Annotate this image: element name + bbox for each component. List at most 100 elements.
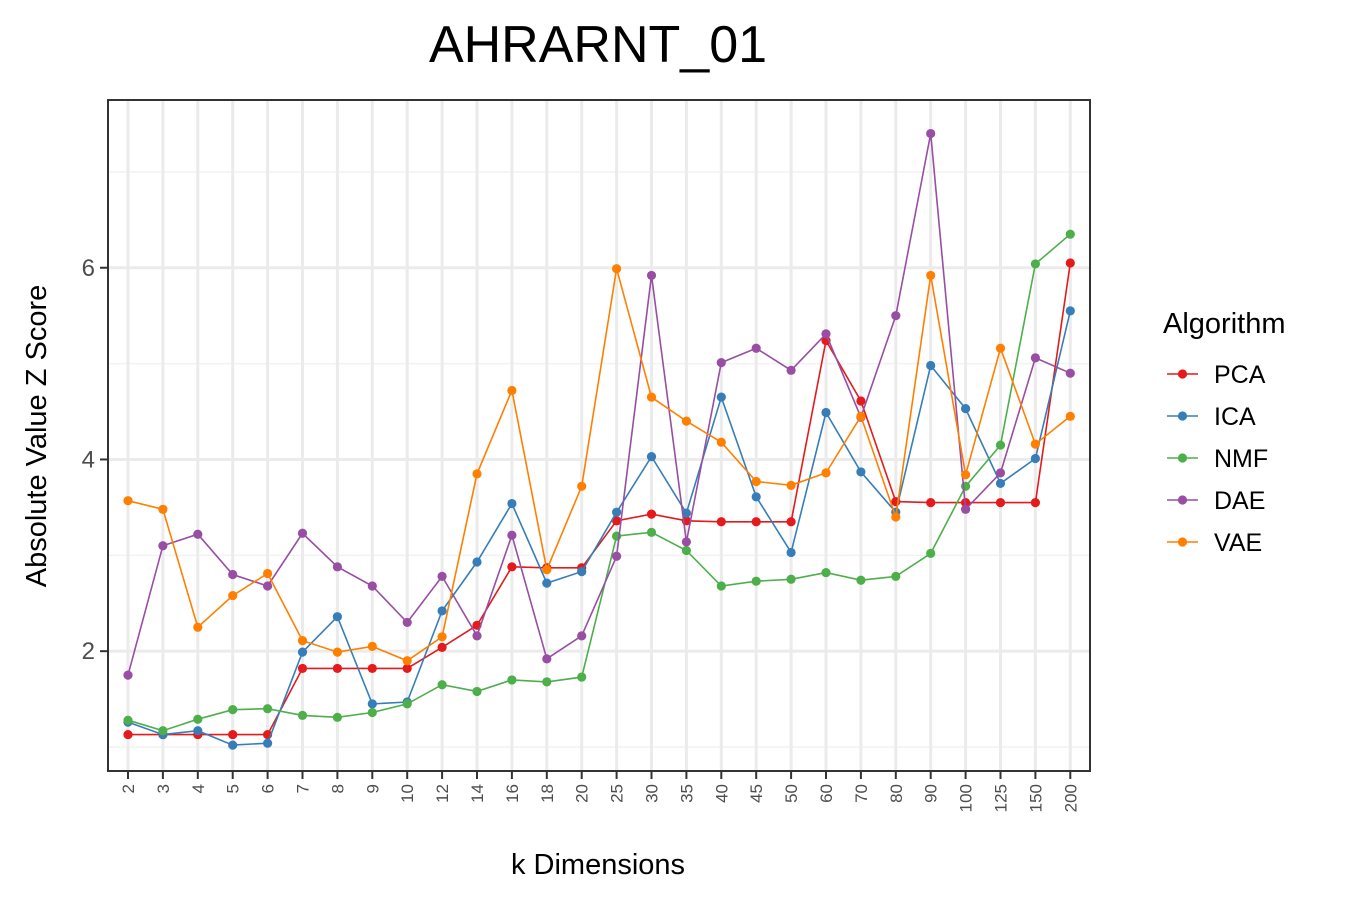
data-point-dae xyxy=(821,329,831,339)
data-point-dae xyxy=(402,617,412,628)
x-tick-label: 80 xyxy=(887,784,906,803)
legend-item-pca: PCA xyxy=(1167,361,1266,389)
x-tick-label: 9 xyxy=(363,784,382,793)
data-point-nmf xyxy=(891,571,901,582)
data-point-pca xyxy=(402,663,412,674)
x-axis: 2 3 4 5 6 7 8 9 10 12 14 16 18 20 25 30 35 40 45 50 60 70 80 90… xyxy=(119,771,1080,812)
data-point-nmf xyxy=(158,726,168,736)
data-point-dae xyxy=(891,311,901,321)
data-point-nmf xyxy=(681,545,692,556)
data-point-pca xyxy=(612,516,622,526)
legend-label: NMF xyxy=(1214,445,1268,473)
legend-label: DAE xyxy=(1214,487,1265,515)
series-dae xyxy=(123,128,1075,680)
data-point-ica xyxy=(367,699,377,709)
data-point-vae xyxy=(158,504,168,514)
data-point-pca xyxy=(716,517,726,527)
legend-item-nmf: NMF xyxy=(1167,445,1268,473)
x-tick-label: 30 xyxy=(643,784,662,803)
data-point-ica xyxy=(437,606,447,616)
data-point-nmf xyxy=(542,677,552,687)
data-point-vae xyxy=(751,476,761,487)
series-ica xyxy=(123,306,1075,750)
x-tick-label: 3 xyxy=(154,784,173,793)
data-point-dae xyxy=(1030,353,1040,363)
data-point-dae xyxy=(646,270,657,281)
series-nmf xyxy=(123,229,1075,736)
legend-item-dae: DAE xyxy=(1167,487,1265,515)
data-point-pca xyxy=(297,663,308,674)
data-point-nmf xyxy=(472,686,482,697)
data-point-ica xyxy=(1030,453,1040,464)
data-point-nmf xyxy=(577,672,587,682)
data-point-dae xyxy=(297,528,308,538)
legend-label: ICA xyxy=(1214,403,1256,431)
legend-item-vae: VAE xyxy=(1167,529,1262,557)
data-point-dae xyxy=(1065,368,1075,378)
data-point-dae xyxy=(507,530,517,540)
x-tick-label: 125 xyxy=(992,784,1011,812)
legend-key-point xyxy=(1177,495,1188,505)
data-point-ica xyxy=(542,578,552,588)
series-line-pca xyxy=(128,262,1072,736)
legend-label: PCA xyxy=(1214,361,1266,389)
data-point-vae xyxy=(1030,439,1040,449)
x-tick-label: 100 xyxy=(957,784,976,812)
x-tick-label: 40 xyxy=(712,784,731,803)
data-point-pca xyxy=(646,509,657,519)
x-tick-label: 5 xyxy=(224,784,243,793)
data-point-ica xyxy=(681,508,692,518)
data-point-nmf xyxy=(786,574,796,584)
legend-key-point xyxy=(1177,537,1188,547)
x-tick-label: 2 xyxy=(119,784,138,793)
data-point-dae xyxy=(123,670,133,680)
data-point-pca xyxy=(786,517,796,527)
x-tick-label: 90 xyxy=(922,784,941,803)
x-tick-label: 7 xyxy=(294,784,313,793)
data-point-dae xyxy=(193,529,203,539)
data-point-pca xyxy=(1030,498,1040,508)
data-point-nmf xyxy=(507,675,517,685)
x-tick-label: 8 xyxy=(328,784,347,793)
data-point-vae xyxy=(297,636,308,646)
x-tick-label: 16 xyxy=(503,784,522,803)
data-point-dae xyxy=(926,128,936,139)
data-point-vae xyxy=(891,512,901,522)
data-point-vae xyxy=(332,647,342,657)
data-point-vae xyxy=(263,568,273,579)
x-tick-label: 14 xyxy=(468,784,487,803)
data-point-pca xyxy=(751,517,761,527)
data-point-ica xyxy=(961,404,971,414)
data-point-pca xyxy=(437,642,447,652)
x-tick-label: 4 xyxy=(189,784,208,793)
data-point-nmf xyxy=(856,575,866,585)
x-tick-label: 35 xyxy=(677,784,696,803)
y-axis-title: Absolute Value Z Score xyxy=(21,285,53,588)
data-point-ica xyxy=(751,492,761,502)
data-point-ica xyxy=(646,451,657,462)
x-tick-label: 50 xyxy=(782,784,801,803)
x-tick-label: 18 xyxy=(538,784,557,803)
data-point-vae xyxy=(716,437,726,447)
data-point-nmf xyxy=(297,710,308,721)
plot-border xyxy=(107,99,1091,772)
series-line-vae xyxy=(127,268,1071,662)
data-point-dae xyxy=(716,358,726,368)
data-point-dae xyxy=(542,654,552,664)
data-point-ica xyxy=(332,612,342,622)
data-point-nmf xyxy=(995,440,1006,450)
data-point-dae xyxy=(158,541,168,551)
legend-label: VAE xyxy=(1214,529,1262,557)
data-point-pca xyxy=(1065,258,1075,268)
data-point-ica xyxy=(472,557,482,567)
data-point-nmf xyxy=(1065,229,1075,239)
data-point-dae xyxy=(995,468,1006,478)
data-point-vae xyxy=(472,469,482,479)
y-tick-label: 6 xyxy=(82,255,95,282)
data-point-vae xyxy=(367,641,377,651)
data-point-vae xyxy=(437,632,447,642)
data-point-dae xyxy=(961,504,971,514)
data-point-nmf xyxy=(437,680,447,690)
data-point-vae xyxy=(402,656,412,666)
